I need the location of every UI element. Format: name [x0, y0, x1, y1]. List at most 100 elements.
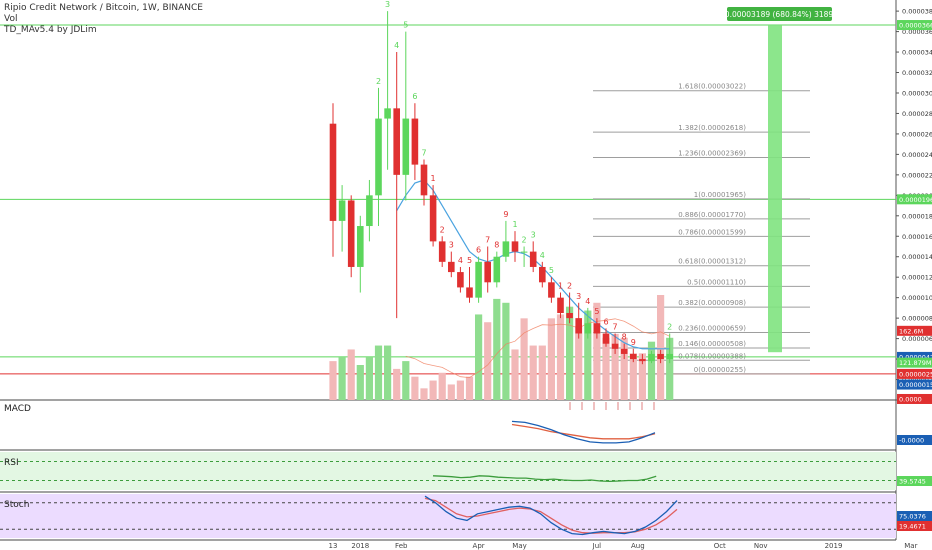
volume-bar	[347, 349, 355, 400]
td-count-label: 9	[631, 338, 636, 347]
price-tag-bg	[897, 368, 932, 379]
price-axis-tick-label: 0.00003200	[902, 69, 932, 77]
volume-bar	[502, 302, 510, 400]
rsi-background	[0, 452, 896, 490]
td-count-label: 6	[476, 246, 481, 255]
pane-tag-bg	[897, 476, 932, 486]
candle-body	[639, 359, 646, 362]
td-count-label: 5	[594, 307, 599, 316]
price-axis-tick-label: 0.00001200	[902, 274, 932, 282]
volume-bar	[484, 322, 492, 400]
target-label-bg	[727, 7, 832, 21]
pane-tag-bg	[897, 521, 932, 531]
volume-bar	[365, 357, 373, 400]
volume-bar	[520, 318, 528, 400]
price-tag-bg	[897, 20, 932, 31]
price-axis-tick-label: 0.00000600	[902, 335, 932, 343]
time-axis-label: 2019	[825, 542, 843, 550]
price-axis-tick-label: 0.00003000	[902, 89, 932, 97]
fib-level-label: 0.382(0.00000908)	[678, 299, 746, 307]
price-axis-tick-label: 0.00001800	[902, 212, 932, 220]
time-axis-label: Apr	[473, 542, 485, 550]
volume-bar	[538, 345, 546, 400]
time-axis-label: Nov	[754, 542, 768, 550]
td-count-label: 1	[512, 220, 517, 229]
volume-bar	[447, 384, 455, 400]
macd-line	[511, 420, 656, 444]
price-axis-tick-label: 0.00000800	[902, 315, 932, 323]
price-axis-tick-label: 0.00003800	[902, 8, 932, 16]
volume-bar	[556, 314, 565, 400]
fib-level-label: 1.618(0.00003022)	[678, 83, 746, 91]
td-count-label: 6	[603, 317, 608, 326]
pane-tag-text: -0.0000	[899, 437, 924, 445]
rsi-pane-title: RSI	[4, 458, 19, 468]
candle-body	[393, 108, 400, 175]
pane-tag-bg	[897, 435, 932, 445]
td-count-label: 4	[458, 256, 463, 265]
td-count-label: 7	[421, 149, 426, 158]
candle-body	[584, 323, 592, 334]
pane-tag-text: 75.0376	[899, 513, 926, 521]
candle-body	[630, 353, 637, 360]
chart-title: Ripio Credit Network / Bitcoin, 1W, BINA…	[4, 3, 203, 13]
price-tag-text: 0.00000255	[899, 370, 932, 378]
time-axis-label: May	[512, 542, 526, 550]
price-tag-bg	[897, 351, 932, 362]
volume-bar	[411, 376, 419, 400]
time-axis-label: 2018	[351, 542, 369, 550]
price-tag-bg	[897, 357, 932, 368]
candle-body	[366, 195, 373, 227]
volume-bar	[620, 337, 628, 400]
td-count-label: 7	[485, 235, 490, 244]
td-count-label: 3	[385, 0, 390, 9]
volume-bar	[575, 326, 583, 400]
stoch-pane-title: Stoch	[4, 500, 30, 510]
candle-body	[484, 261, 491, 283]
td-count-label: 8	[494, 241, 499, 250]
candle-body	[548, 282, 555, 298]
volume-bar	[511, 349, 519, 400]
td-count-label: 2	[522, 235, 527, 244]
volume-bar	[420, 388, 428, 400]
volume-bar	[429, 380, 437, 400]
td-count-label: 2	[567, 282, 572, 291]
time-axis: 132018FebAprMayJulAugOctNov2019MarMi	[329, 542, 918, 550]
volume-bar	[356, 365, 364, 400]
time-axis-label: Oct	[714, 542, 726, 550]
candle-body	[575, 318, 582, 334]
price-axis-tick-label: 0.00002600	[902, 130, 932, 138]
fib-level-label: 0.786(0.00001599)	[678, 228, 746, 236]
volume-bar	[438, 372, 446, 400]
volume-bar	[629, 353, 637, 400]
fib-level-label: 0.236(0.00000659)	[678, 325, 746, 333]
indicator-label: TD_MAv5.4 by JDLim	[4, 25, 97, 35]
volume-bar	[338, 357, 346, 400]
price-axis-tick-label: 0.00002200	[902, 171, 932, 179]
candle-body	[420, 164, 428, 196]
price-axis-tick-label: 0.00001400	[902, 253, 932, 261]
td-count-label: 9	[503, 210, 508, 219]
candle-body	[357, 226, 364, 267]
td-count-label: 1	[431, 174, 436, 183]
candle-body	[539, 266, 546, 283]
fib-level-label: 0(0.00000255)	[694, 366, 746, 374]
volume-bar	[493, 298, 501, 400]
fib-level-label: 0.886(0.00001770)	[678, 211, 746, 219]
pane-tag-bg	[897, 511, 932, 521]
price-axis-tick-label: 0.00002400	[902, 151, 932, 159]
td-count-label: 6	[412, 92, 417, 101]
price-tags: 0.00003664 0.00001961 162.6M 0.00000421121.…	[897, 20, 932, 404]
candle-body	[448, 261, 455, 273]
td-count-label: 7	[613, 322, 618, 331]
volume-bar	[638, 353, 646, 400]
td-count-label: 2	[667, 322, 672, 331]
td-count-label: 8	[622, 333, 627, 342]
volume-ma-line	[405, 318, 670, 379]
candle-body	[375, 118, 382, 196]
macd-pane-title: MACD	[4, 404, 31, 414]
target-label: 0.00003189 (680.84%) 3189	[725, 7, 833, 21]
volume-bar	[547, 318, 555, 400]
